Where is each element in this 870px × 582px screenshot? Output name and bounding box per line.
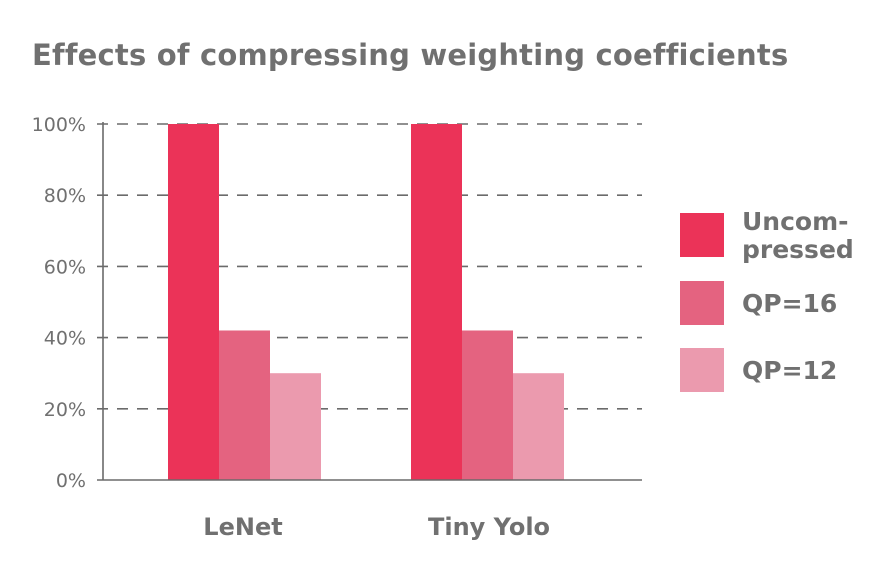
y-tick-label: 20% <box>44 399 86 421</box>
legend-swatch <box>680 281 724 325</box>
y-axis: 0% 20% 40% 60% 80% 100% <box>32 114 104 492</box>
bar <box>270 373 321 480</box>
legend-label: pressed <box>742 235 854 264</box>
y-tick-label: 100% <box>32 114 86 136</box>
y-tick-label: 60% <box>44 256 86 278</box>
legend-swatch <box>680 213 724 257</box>
legend-label: QP=16 <box>742 289 837 318</box>
x-category-label: Tiny Yolo <box>428 513 550 541</box>
bar <box>513 373 564 480</box>
bar <box>219 330 270 480</box>
bars <box>168 124 564 480</box>
x-category-label: LeNet <box>203 513 282 541</box>
legend-label: QP=12 <box>742 356 837 385</box>
y-tick-label: 40% <box>44 328 86 350</box>
legend-swatch <box>680 348 724 392</box>
bar <box>462 330 513 480</box>
y-tick-label: 80% <box>44 185 86 207</box>
bar <box>411 124 462 480</box>
chart-title: Effects of compressing weighting coeffic… <box>32 38 789 72</box>
y-tick-label: 0% <box>56 470 86 492</box>
bar <box>168 124 219 480</box>
legend: Uncom-pressed QP=16 QP=12 <box>680 207 854 392</box>
legend-label: Uncom- <box>742 207 849 236</box>
x-axis: LeNet Tiny Yolo <box>97 479 642 541</box>
